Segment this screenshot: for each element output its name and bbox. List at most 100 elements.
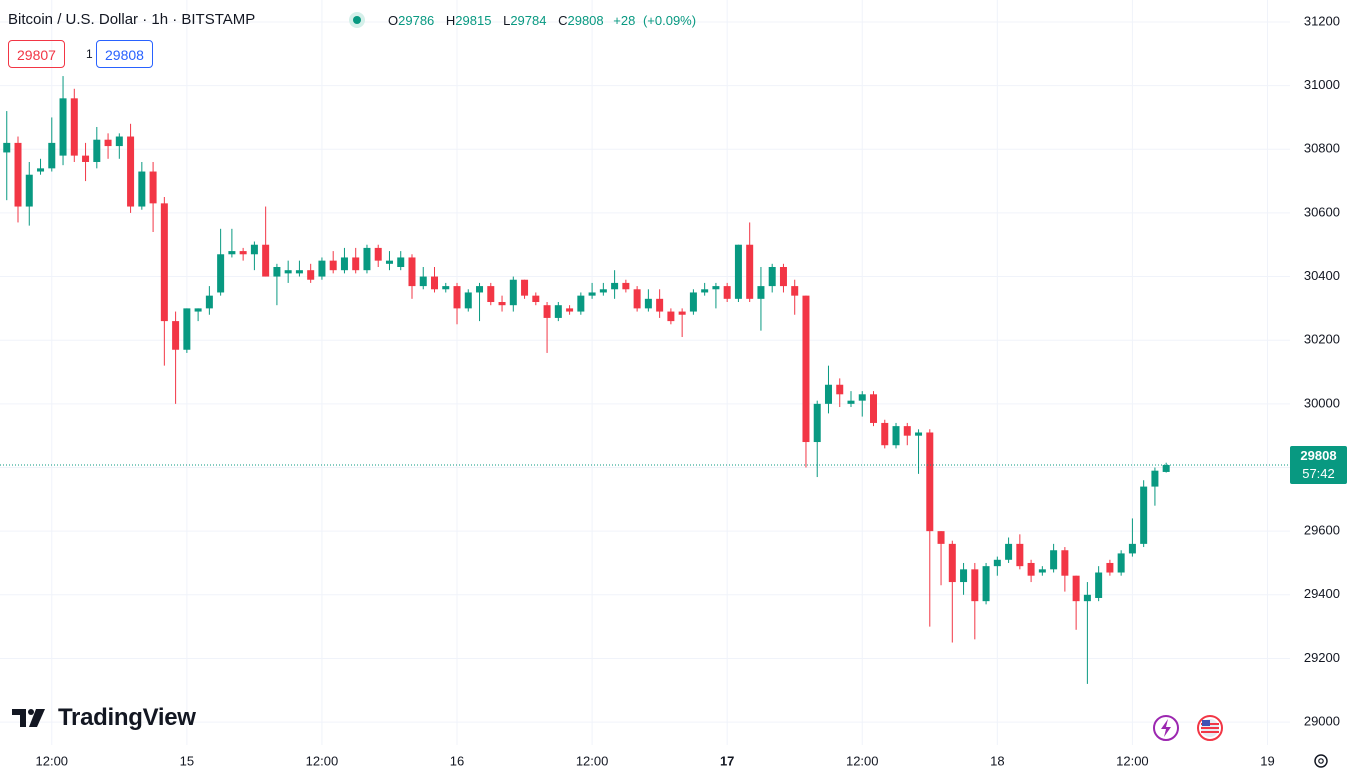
candle-body bbox=[397, 257, 405, 268]
candle-body bbox=[1038, 569, 1046, 573]
candle-body bbox=[847, 400, 855, 404]
candle-body bbox=[149, 171, 157, 204]
candle-body bbox=[498, 302, 506, 306]
x-tick-label: 18 bbox=[990, 753, 1004, 768]
candle-body bbox=[3, 142, 11, 153]
x-tick-label: 12:00 bbox=[846, 753, 879, 768]
countdown: 57:42 bbox=[1302, 465, 1335, 481]
candle-body bbox=[453, 286, 461, 309]
candle-body bbox=[487, 286, 495, 303]
candle-body bbox=[836, 384, 844, 395]
candle-body bbox=[307, 270, 315, 280]
candle-body bbox=[791, 286, 799, 296]
candle-body bbox=[881, 422, 889, 446]
candle-body bbox=[802, 295, 810, 443]
candle-body bbox=[82, 155, 90, 162]
candle-body bbox=[194, 308, 202, 312]
x-tick-label: 16 bbox=[450, 753, 464, 768]
candle-body bbox=[611, 282, 619, 290]
candles bbox=[0, 76, 1290, 684]
candle-body bbox=[1162, 464, 1170, 472]
market-flag-icon[interactable] bbox=[1197, 715, 1223, 741]
candle-body bbox=[262, 244, 270, 277]
candle-body bbox=[1027, 562, 1035, 576]
candle-body bbox=[701, 289, 709, 293]
x-tick-label: 12:00 bbox=[36, 753, 69, 768]
candle-body bbox=[385, 260, 393, 264]
candle-body bbox=[870, 394, 878, 423]
y-tick-label: 30400 bbox=[1304, 268, 1340, 283]
ohlc-letter: L bbox=[503, 13, 511, 28]
candle-body bbox=[205, 295, 213, 309]
x-tick-label: 19 bbox=[1260, 753, 1274, 768]
candle-body bbox=[892, 426, 900, 446]
ohlc-value: 29784 bbox=[510, 13, 547, 28]
candle-body bbox=[217, 254, 225, 293]
ohlc-value: 29815 bbox=[455, 13, 492, 28]
candle-body bbox=[824, 384, 832, 404]
ohlc-value: 29808 bbox=[567, 13, 604, 28]
candle-body bbox=[622, 282, 630, 290]
candle-body bbox=[1151, 470, 1159, 487]
y-tick-label: 29600 bbox=[1304, 523, 1340, 538]
ohlc-value: 29786 bbox=[398, 13, 435, 28]
y-tick-label: 29200 bbox=[1304, 650, 1340, 665]
candle-body bbox=[172, 321, 180, 350]
candle-body bbox=[948, 543, 956, 583]
ask-price[interactable]: 29808 bbox=[96, 40, 153, 68]
symbol-title: Bitcoin / U.S. Dollar · 1h · BITSTAMP bbox=[8, 11, 256, 28]
tv-logo-icon bbox=[12, 709, 45, 727]
candle-body bbox=[678, 311, 686, 315]
candle-body bbox=[104, 139, 112, 147]
candle-body bbox=[554, 305, 562, 318]
x-tick-label: 12:00 bbox=[1116, 753, 1149, 768]
y-tick-label: 30800 bbox=[1304, 141, 1340, 156]
last-price-label: 29808 57:42 bbox=[1290, 445, 1347, 484]
candle-body bbox=[656, 298, 664, 312]
candle-body bbox=[273, 267, 281, 277]
candle-body bbox=[599, 289, 607, 293]
candle-body bbox=[1050, 550, 1058, 570]
x-tick-label: 12:00 bbox=[576, 753, 609, 768]
candle-body bbox=[813, 403, 821, 443]
candle-body bbox=[588, 292, 596, 296]
candle-body bbox=[183, 308, 191, 350]
spread: 1 bbox=[86, 47, 93, 61]
candle-body bbox=[160, 203, 168, 322]
candle-body bbox=[712, 286, 720, 290]
settings-icon[interactable] bbox=[1314, 754, 1328, 768]
candle-body bbox=[960, 569, 968, 583]
candle-body bbox=[577, 295, 585, 312]
candle-body bbox=[340, 257, 348, 271]
candle-body bbox=[476, 286, 484, 293]
x-tick-label: 15 bbox=[180, 753, 194, 768]
status-dot bbox=[353, 16, 361, 24]
candle-body bbox=[464, 292, 472, 309]
ohlc-letter: O bbox=[388, 13, 399, 28]
alert-icon[interactable] bbox=[1153, 715, 1179, 741]
candle-body bbox=[1117, 553, 1125, 573]
y-tick-label: 29000 bbox=[1304, 714, 1340, 729]
ohlc-letter: C bbox=[558, 13, 568, 28]
candle-body bbox=[318, 260, 326, 277]
last-price: 29808 bbox=[1300, 447, 1337, 463]
candle-body bbox=[644, 298, 652, 309]
candle-body bbox=[903, 426, 911, 436]
bid-price[interactable]: 29807 bbox=[8, 40, 65, 68]
candle-body bbox=[442, 286, 450, 290]
candle-body bbox=[926, 432, 934, 532]
candle-body bbox=[1072, 575, 1080, 602]
axes: 2900029200294002960029800300003020030400… bbox=[36, 13, 1340, 768]
candle-body bbox=[734, 244, 742, 299]
candle-body bbox=[509, 279, 517, 306]
candle-body bbox=[1140, 486, 1148, 544]
candle-body bbox=[374, 247, 382, 261]
candle-body bbox=[723, 286, 731, 299]
candle-body bbox=[566, 308, 574, 312]
candle-body bbox=[1106, 562, 1114, 573]
candle-body bbox=[127, 136, 135, 207]
candle-body bbox=[689, 292, 697, 312]
candle-body bbox=[982, 566, 990, 602]
